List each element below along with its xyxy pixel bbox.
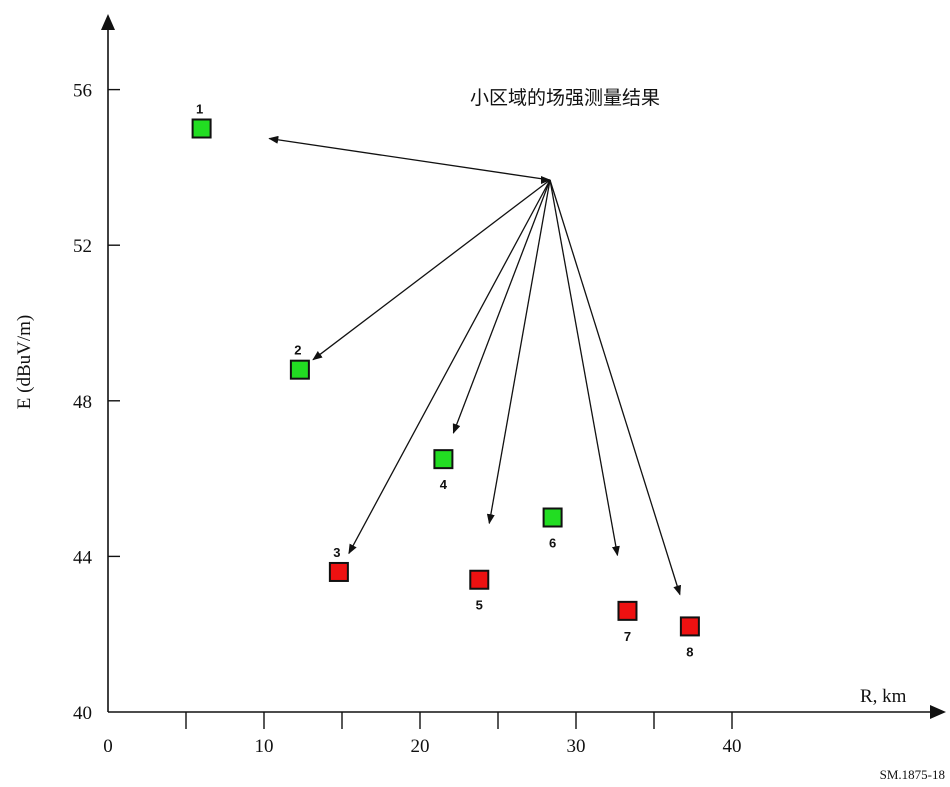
point-6 [542, 507, 563, 528]
point-label: 4 [440, 477, 448, 492]
y-axis-label: E (dBuV/m) [14, 315, 35, 409]
point-label: 5 [476, 598, 483, 613]
x-axis-arrow-icon [930, 705, 946, 719]
arrow-2 [312, 179, 551, 361]
figure-id: SM.1875-18 [880, 767, 945, 782]
y-tick-label: 48 [73, 392, 92, 413]
point-label: 7 [624, 629, 631, 644]
y-tick-label: 52 [73, 236, 92, 257]
arrow-3 [348, 179, 551, 555]
x-tick-label: 0 [103, 736, 113, 757]
arrows [268, 135, 682, 596]
point-7 [617, 600, 638, 621]
point-1 [191, 118, 212, 139]
x-ticks: 0 10 20 30 40 [103, 712, 742, 757]
point-2 [289, 359, 310, 380]
point-5 [469, 569, 490, 590]
chart-annotation: 小区域的场强测量结果 [470, 87, 660, 109]
data-points: 1 2 3 4 5 6 7 8 [191, 102, 700, 659]
arrow-4 [452, 179, 551, 434]
point-label: 8 [686, 644, 693, 659]
point-label: 6 [549, 536, 556, 551]
y-tick-label: 44 [73, 547, 93, 568]
y-axis-arrow-icon [101, 14, 115, 30]
point-8 [679, 616, 700, 637]
x-tick-label: 10 [255, 736, 274, 757]
y-tick-label: 40 [73, 703, 92, 724]
arrow-1 [268, 135, 551, 181]
x-tick-label: 30 [567, 736, 586, 757]
point-label: 2 [294, 343, 301, 358]
x-tick-label: 20 [411, 736, 430, 757]
arrow-8 [549, 179, 682, 596]
point-3 [328, 561, 349, 582]
point-label: 3 [333, 545, 340, 560]
y-ticks: 40 44 48 52 56 [73, 81, 120, 724]
x-tick-label: 40 [723, 736, 742, 757]
point-4 [433, 449, 454, 470]
point-label: 1 [196, 102, 203, 117]
x-axis-label: R, km [860, 686, 907, 707]
arrow-5 [486, 179, 551, 525]
arrow-7 [549, 179, 620, 557]
y-tick-label: 56 [73, 81, 92, 102]
